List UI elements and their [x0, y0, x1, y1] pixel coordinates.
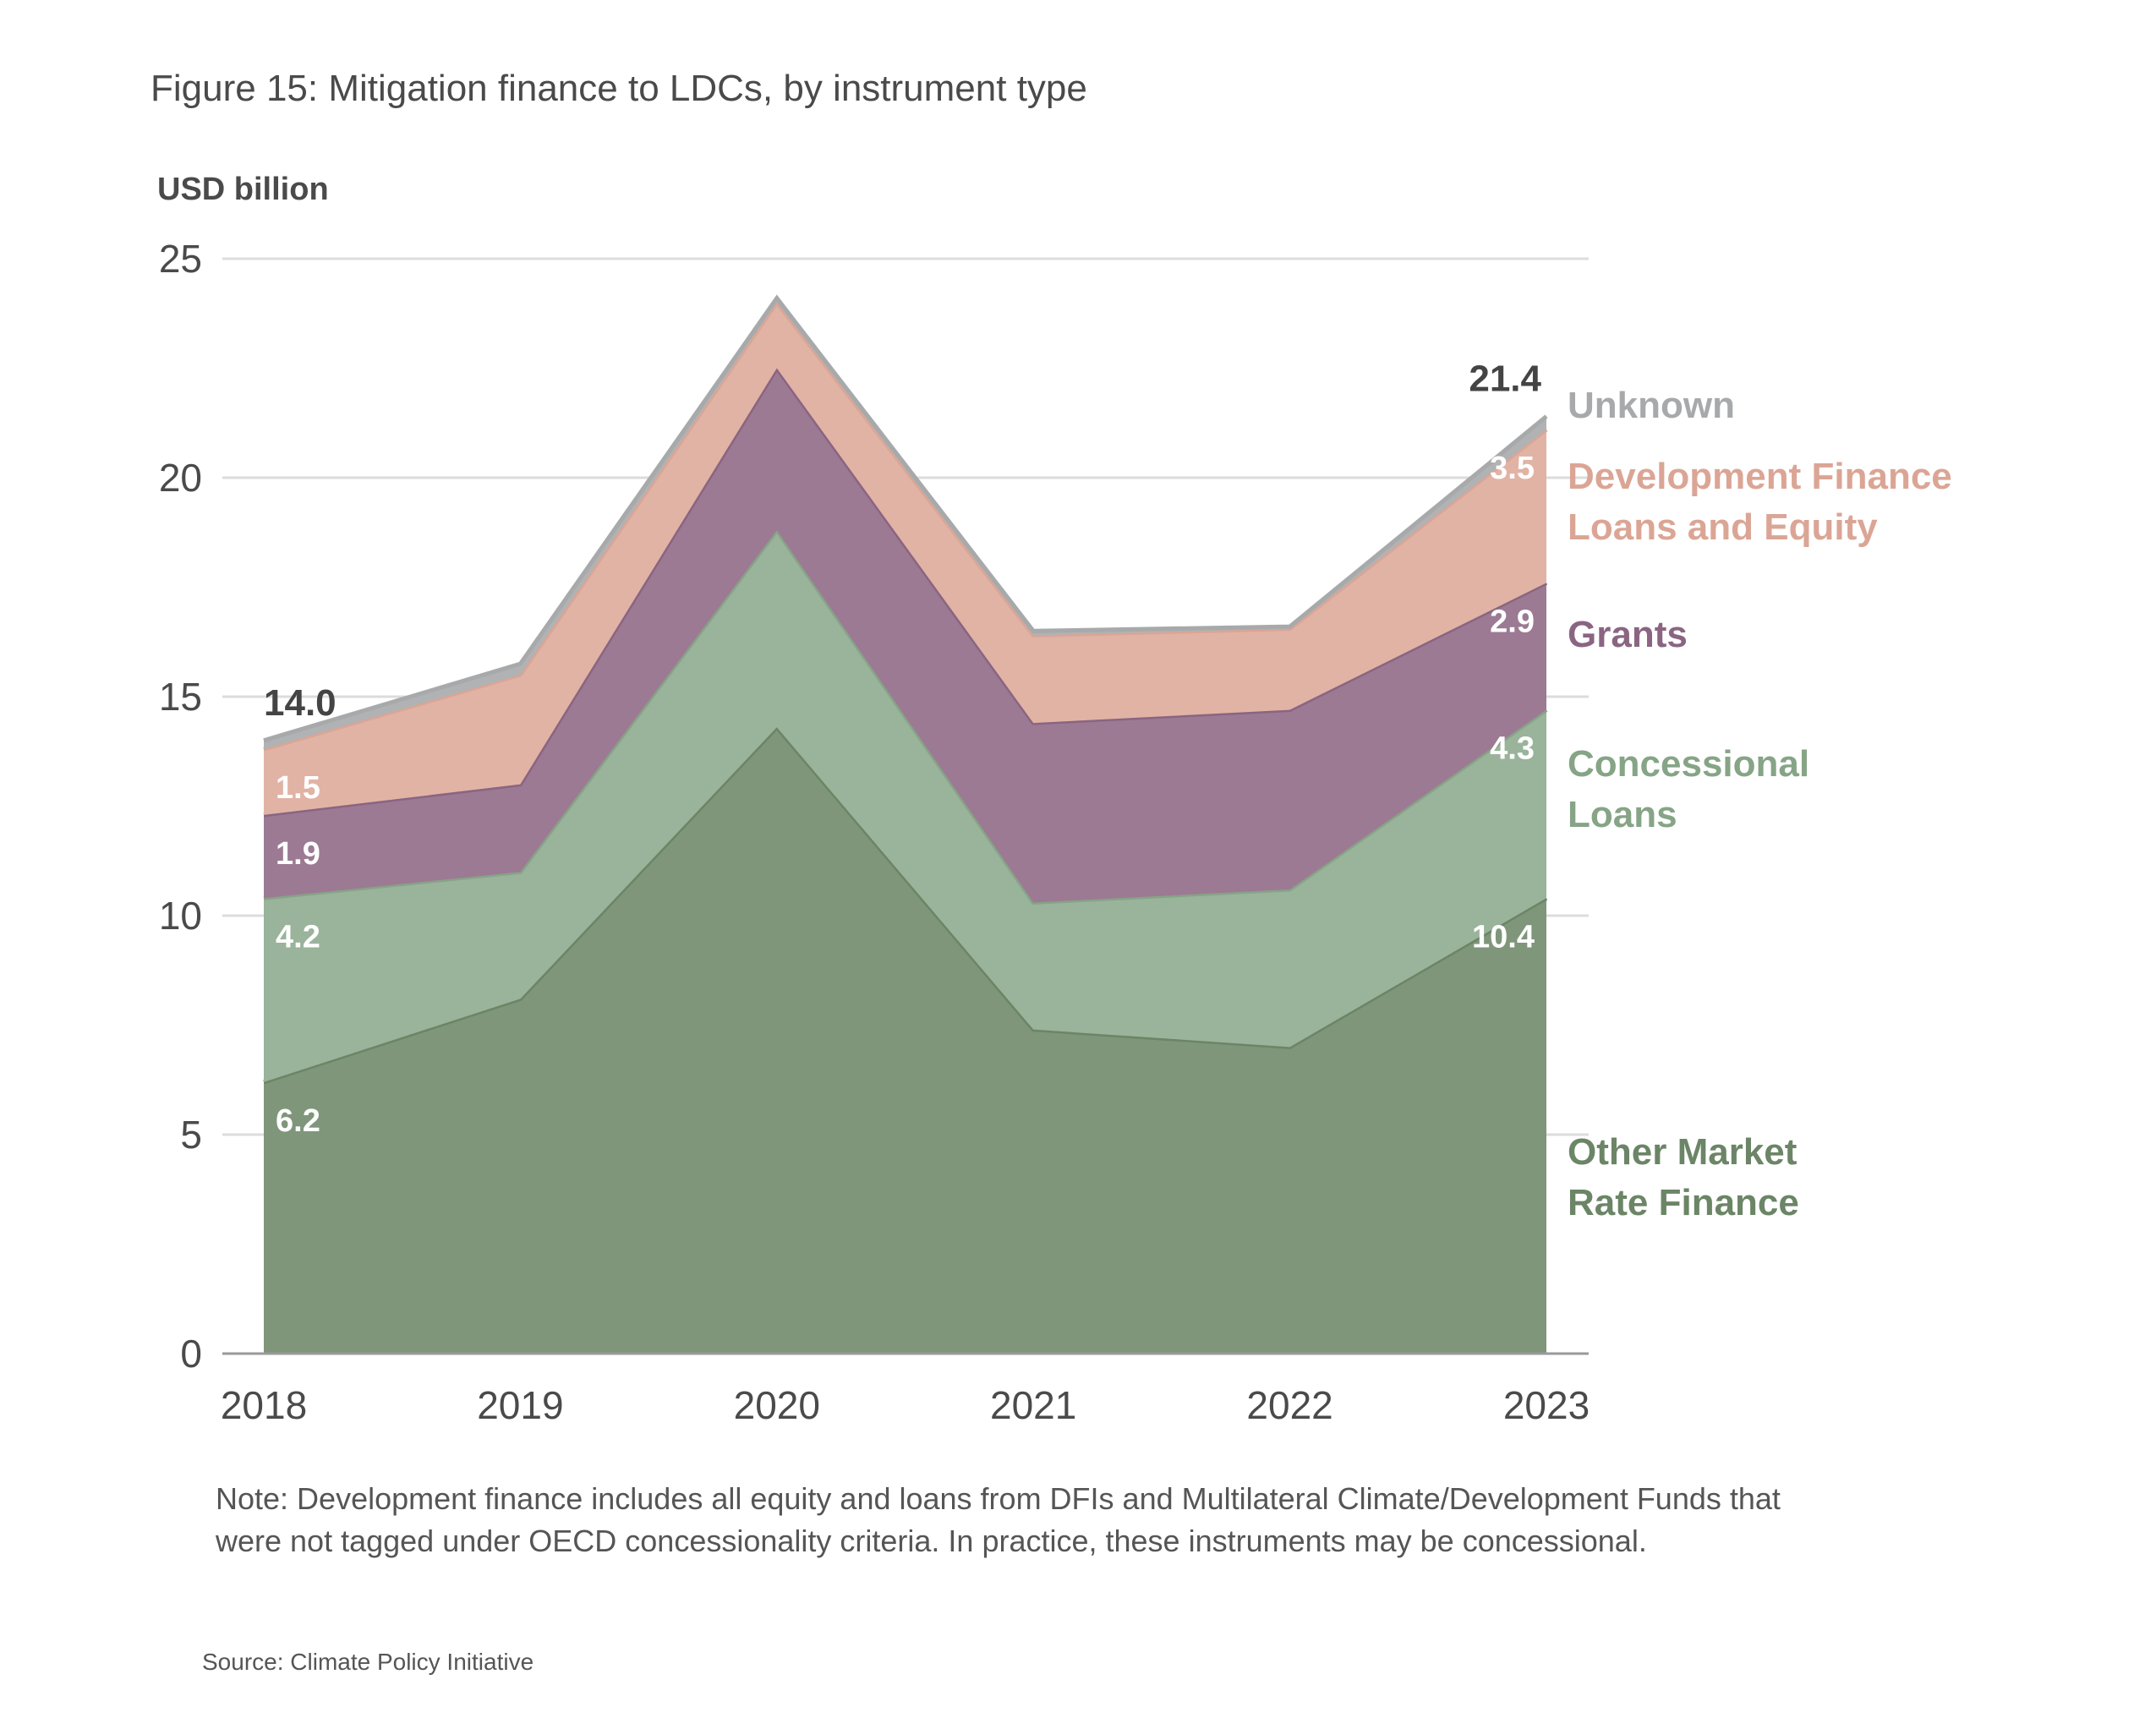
- x-tick-2018: 2018: [221, 1383, 307, 1427]
- x-tick-2023: 2023: [1503, 1383, 1590, 1427]
- area-layers: [263, 294, 1548, 1354]
- legend-item: Rate Finance: [1568, 1182, 1799, 1223]
- area-other-market-rate-finance: [264, 727, 1546, 1354]
- legend-item: Development Finance: [1568, 456, 1952, 497]
- y-axis-label: USD billion: [157, 172, 329, 207]
- x-tick-labels: 2018 2019 2020 2021 2022 2023: [221, 1383, 1590, 1427]
- legend: Other Market Rate Finance Concessional Loan…: [1568, 385, 1952, 1223]
- legend-item: Grants: [1568, 614, 1688, 655]
- legend-item: Other Market: [1568, 1131, 1798, 1173]
- x-tick-2021: 2021: [990, 1383, 1076, 1427]
- chart-source: Source: Climate Policy Initiative: [202, 1649, 534, 1675]
- y-tick-25: 25: [159, 237, 202, 281]
- y-tick-0: 0: [180, 1332, 202, 1376]
- area-grants: [264, 368, 1546, 903]
- y-tick-labels: 0 5 10 15 20 25: [159, 237, 202, 1376]
- y-tick-10: 10: [159, 894, 202, 938]
- chart-note: Note: Development finance includes all e…: [216, 1481, 1781, 1558]
- line-unknown: [263, 294, 1548, 743]
- legend-item: Loans: [1568, 794, 1677, 835]
- x-tick-2020: 2020: [734, 1383, 820, 1427]
- area-concessional-loans: [264, 530, 1546, 1082]
- total-label: 21.4: [1469, 358, 1541, 399]
- y-tick-15: 15: [159, 675, 202, 719]
- y-tick-5: 5: [180, 1113, 202, 1157]
- data-label: 1.5: [276, 770, 320, 806]
- legend-item: Concessional: [1568, 743, 1809, 785]
- data-label: 10.4: [1472, 919, 1535, 955]
- data-labels: 6.2 4.2 1.9 1.5 10.4 4.3 2.9 3.5: [276, 451, 1535, 1139]
- x-tick-2019: 2019: [477, 1383, 563, 1427]
- x-tick-2022: 2022: [1246, 1383, 1332, 1427]
- y-tick-20: 20: [159, 456, 202, 500]
- area-development-finance-loans-and-equity: [264, 302, 1546, 815]
- data-label: 4.3: [1490, 731, 1535, 767]
- chart-title: Figure 15: Mitigation finance to LDCs, b…: [150, 68, 1087, 109]
- data-label: 6.2: [276, 1103, 320, 1139]
- data-label: 4.2: [276, 919, 320, 955]
- legend-item: Unknown: [1568, 385, 1735, 426]
- data-label: 2.9: [1490, 604, 1535, 639]
- total-labels: 14.0 21.4: [264, 358, 1542, 723]
- legend-item: Loans and Equity: [1568, 506, 1878, 548]
- data-label: 3.5: [1490, 451, 1535, 486]
- total-label: 14.0: [264, 682, 337, 724]
- stacked-area-chart: 0 5 10 15 20 25 2018 2019 2020 2021 2022 2023 6.2 4…: [159, 237, 1952, 1427]
- data-label: 1.9: [276, 836, 320, 872]
